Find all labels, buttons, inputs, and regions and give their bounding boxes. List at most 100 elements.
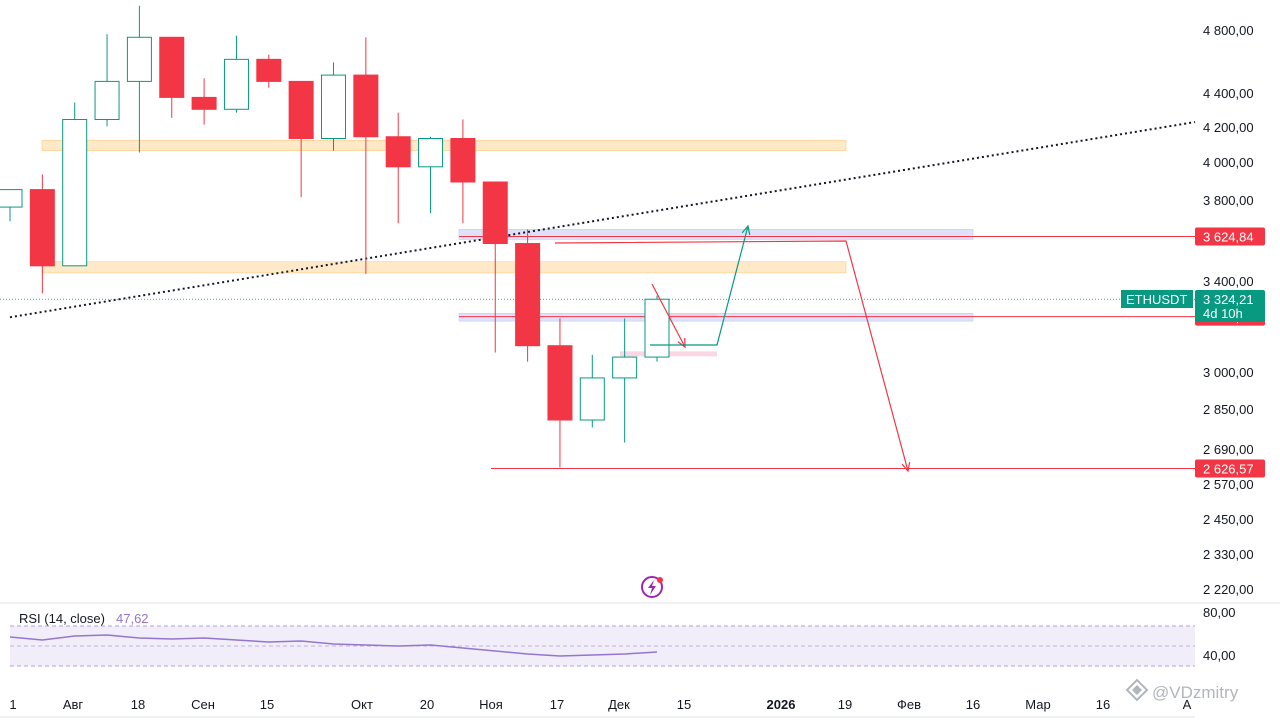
candle [223, 35, 249, 113]
time-tick-label[interactable]: Дек [608, 697, 630, 712]
candle [612, 318, 638, 443]
price-tick-label: 2 690,00 [1203, 442, 1254, 457]
candle [159, 36, 185, 118]
price-tick-label: 2 570,00 [1203, 477, 1254, 492]
candle-body-up [579, 377, 605, 421]
candle-body-up [62, 119, 88, 267]
price-tick-label: 4 200,00 [1203, 120, 1254, 135]
price-tick-label: 4 400,00 [1203, 86, 1254, 101]
time-tick-label[interactable]: 15 [260, 697, 274, 712]
candle-body-down [385, 136, 411, 168]
rsi-title: RSI (14, close) [19, 611, 105, 626]
candle [547, 318, 573, 468]
time-tick-label[interactable]: 1 [9, 697, 16, 712]
candle-body-down [482, 181, 508, 245]
price-tick-label: 2 220,00 [1203, 582, 1254, 597]
time-tick-label[interactable]: 16 [1096, 697, 1110, 712]
bar-countdown-label: 4d 10h [1203, 306, 1243, 321]
support-zone [41, 261, 847, 274]
candle-body-up [321, 74, 346, 139]
time-tick-label[interactable]: А [1183, 697, 1192, 712]
candle [353, 37, 379, 274]
time-tick-label[interactable]: 19 [838, 697, 852, 712]
time-tick-label[interactable]: Сен [191, 697, 215, 712]
time-tick-label[interactable]: 2026 [767, 697, 796, 712]
candle [579, 354, 605, 428]
last-price-tag: ETHUSDT 3 324,21 4d 10h [1121, 290, 1265, 322]
time-tick-label[interactable]: 15 [677, 697, 691, 712]
symbol-label: ETHUSDT [1126, 292, 1187, 307]
candle-body-up [223, 58, 249, 110]
time-tick-label[interactable]: Фев [897, 697, 921, 712]
candle-body-up [612, 356, 638, 379]
candle [418, 136, 444, 214]
candle-body-down [353, 74, 379, 138]
projection-arrows-layer [554, 224, 911, 473]
price-tick-label: 3 000,00 [1203, 365, 1254, 380]
candle [644, 295, 670, 362]
candle-body-up [126, 36, 152, 82]
red-short-arrow [651, 283, 686, 348]
rsi-current-value: 47,62 [116, 611, 149, 626]
candle-body-down [547, 345, 573, 421]
candle-body-up [94, 80, 120, 120]
time-axis[interactable]: 1 Авг 18 Сен 15 Окт 20 Ноя 17 Дек 15 2026 19 Фев 16 Мар… [9, 697, 1191, 712]
diamond-logo-icon [1125, 678, 1149, 702]
rsi-line [9, 634, 658, 657]
levels-layer [0, 235, 1195, 470]
rsi-pane [9, 625, 1195, 667]
time-tick-label[interactable]: Авг [63, 697, 84, 712]
green-path-arrowhead [741, 224, 751, 235]
price-tick-label: 3 800,00 [1203, 193, 1254, 208]
candle [94, 34, 120, 127]
zones-layer [41, 139, 974, 357]
price-axis[interactable]: 4 800,00 4 400,00 4 200,00 4 000,00 3 800,00… [1203, 23, 1254, 597]
dotted-trendline [9, 121, 1196, 319]
candle-body-down [159, 36, 185, 98]
candle-body-down [29, 189, 55, 267]
price-tick-label: 3 400,00 [1203, 274, 1254, 289]
watermark-handle: @VDzmitry [1152, 683, 1239, 702]
time-tick-label[interactable]: Ноя [479, 697, 503, 712]
level-low-tag-label: 2 626,57 [1203, 462, 1254, 477]
price-tick-label: 2 450,00 [1203, 512, 1254, 527]
candle [482, 181, 508, 353]
red-long-path-arrowhead [901, 462, 911, 473]
price-tick-label: 2 330,00 [1203, 547, 1254, 562]
grid-layer [0, 602, 1280, 718]
candle [126, 5, 152, 153]
green-path-arrow [650, 225, 749, 346]
price-tick-label: 2 850,00 [1203, 402, 1254, 417]
trendline-layer[interactable] [9, 121, 1196, 319]
price-tick-label: 4 800,00 [1203, 23, 1254, 38]
candle-body-up [644, 298, 670, 358]
candle [321, 62, 346, 151]
time-tick-label[interactable]: Мар [1025, 697, 1050, 712]
candle-body-down [191, 96, 217, 110]
candle [191, 78, 217, 125]
time-tick-label[interactable]: Окт [351, 697, 373, 712]
lightning-logo-icon [641, 576, 663, 598]
level-upper-tag-label: 3 624,84 [1203, 229, 1254, 244]
candle [450, 119, 476, 224]
red-short-arrowhead [677, 337, 686, 349]
candle-body-down [288, 80, 314, 139]
time-tick-label[interactable]: 16 [966, 697, 980, 712]
candle [29, 174, 55, 294]
rsi-upper-level-label: 80,00 [1203, 605, 1236, 620]
small-pink-zone-upper [650, 314, 717, 318]
red-long-path-arrow [554, 240, 909, 472]
time-tick-label[interactable]: 17 [550, 697, 564, 712]
candle-body-down [450, 138, 476, 183]
price-tags-layer: 3 624,843 247,632 626,57 [1195, 227, 1265, 478]
candle [288, 80, 314, 198]
candle-body-down [256, 58, 282, 82]
candle [385, 112, 411, 224]
time-tick-label[interactable]: 18 [131, 697, 145, 712]
price-tick-label: 4 000,00 [1203, 155, 1254, 170]
time-tick-label[interactable]: 20 [420, 697, 434, 712]
candles-layer [0, 5, 670, 468]
level-low-tag-bg [1195, 459, 1265, 478]
last-price-label: 3 324,21 [1203, 292, 1254, 307]
